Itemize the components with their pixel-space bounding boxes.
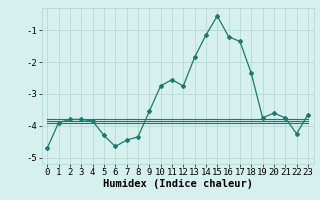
X-axis label: Humidex (Indice chaleur): Humidex (Indice chaleur) <box>103 179 252 189</box>
